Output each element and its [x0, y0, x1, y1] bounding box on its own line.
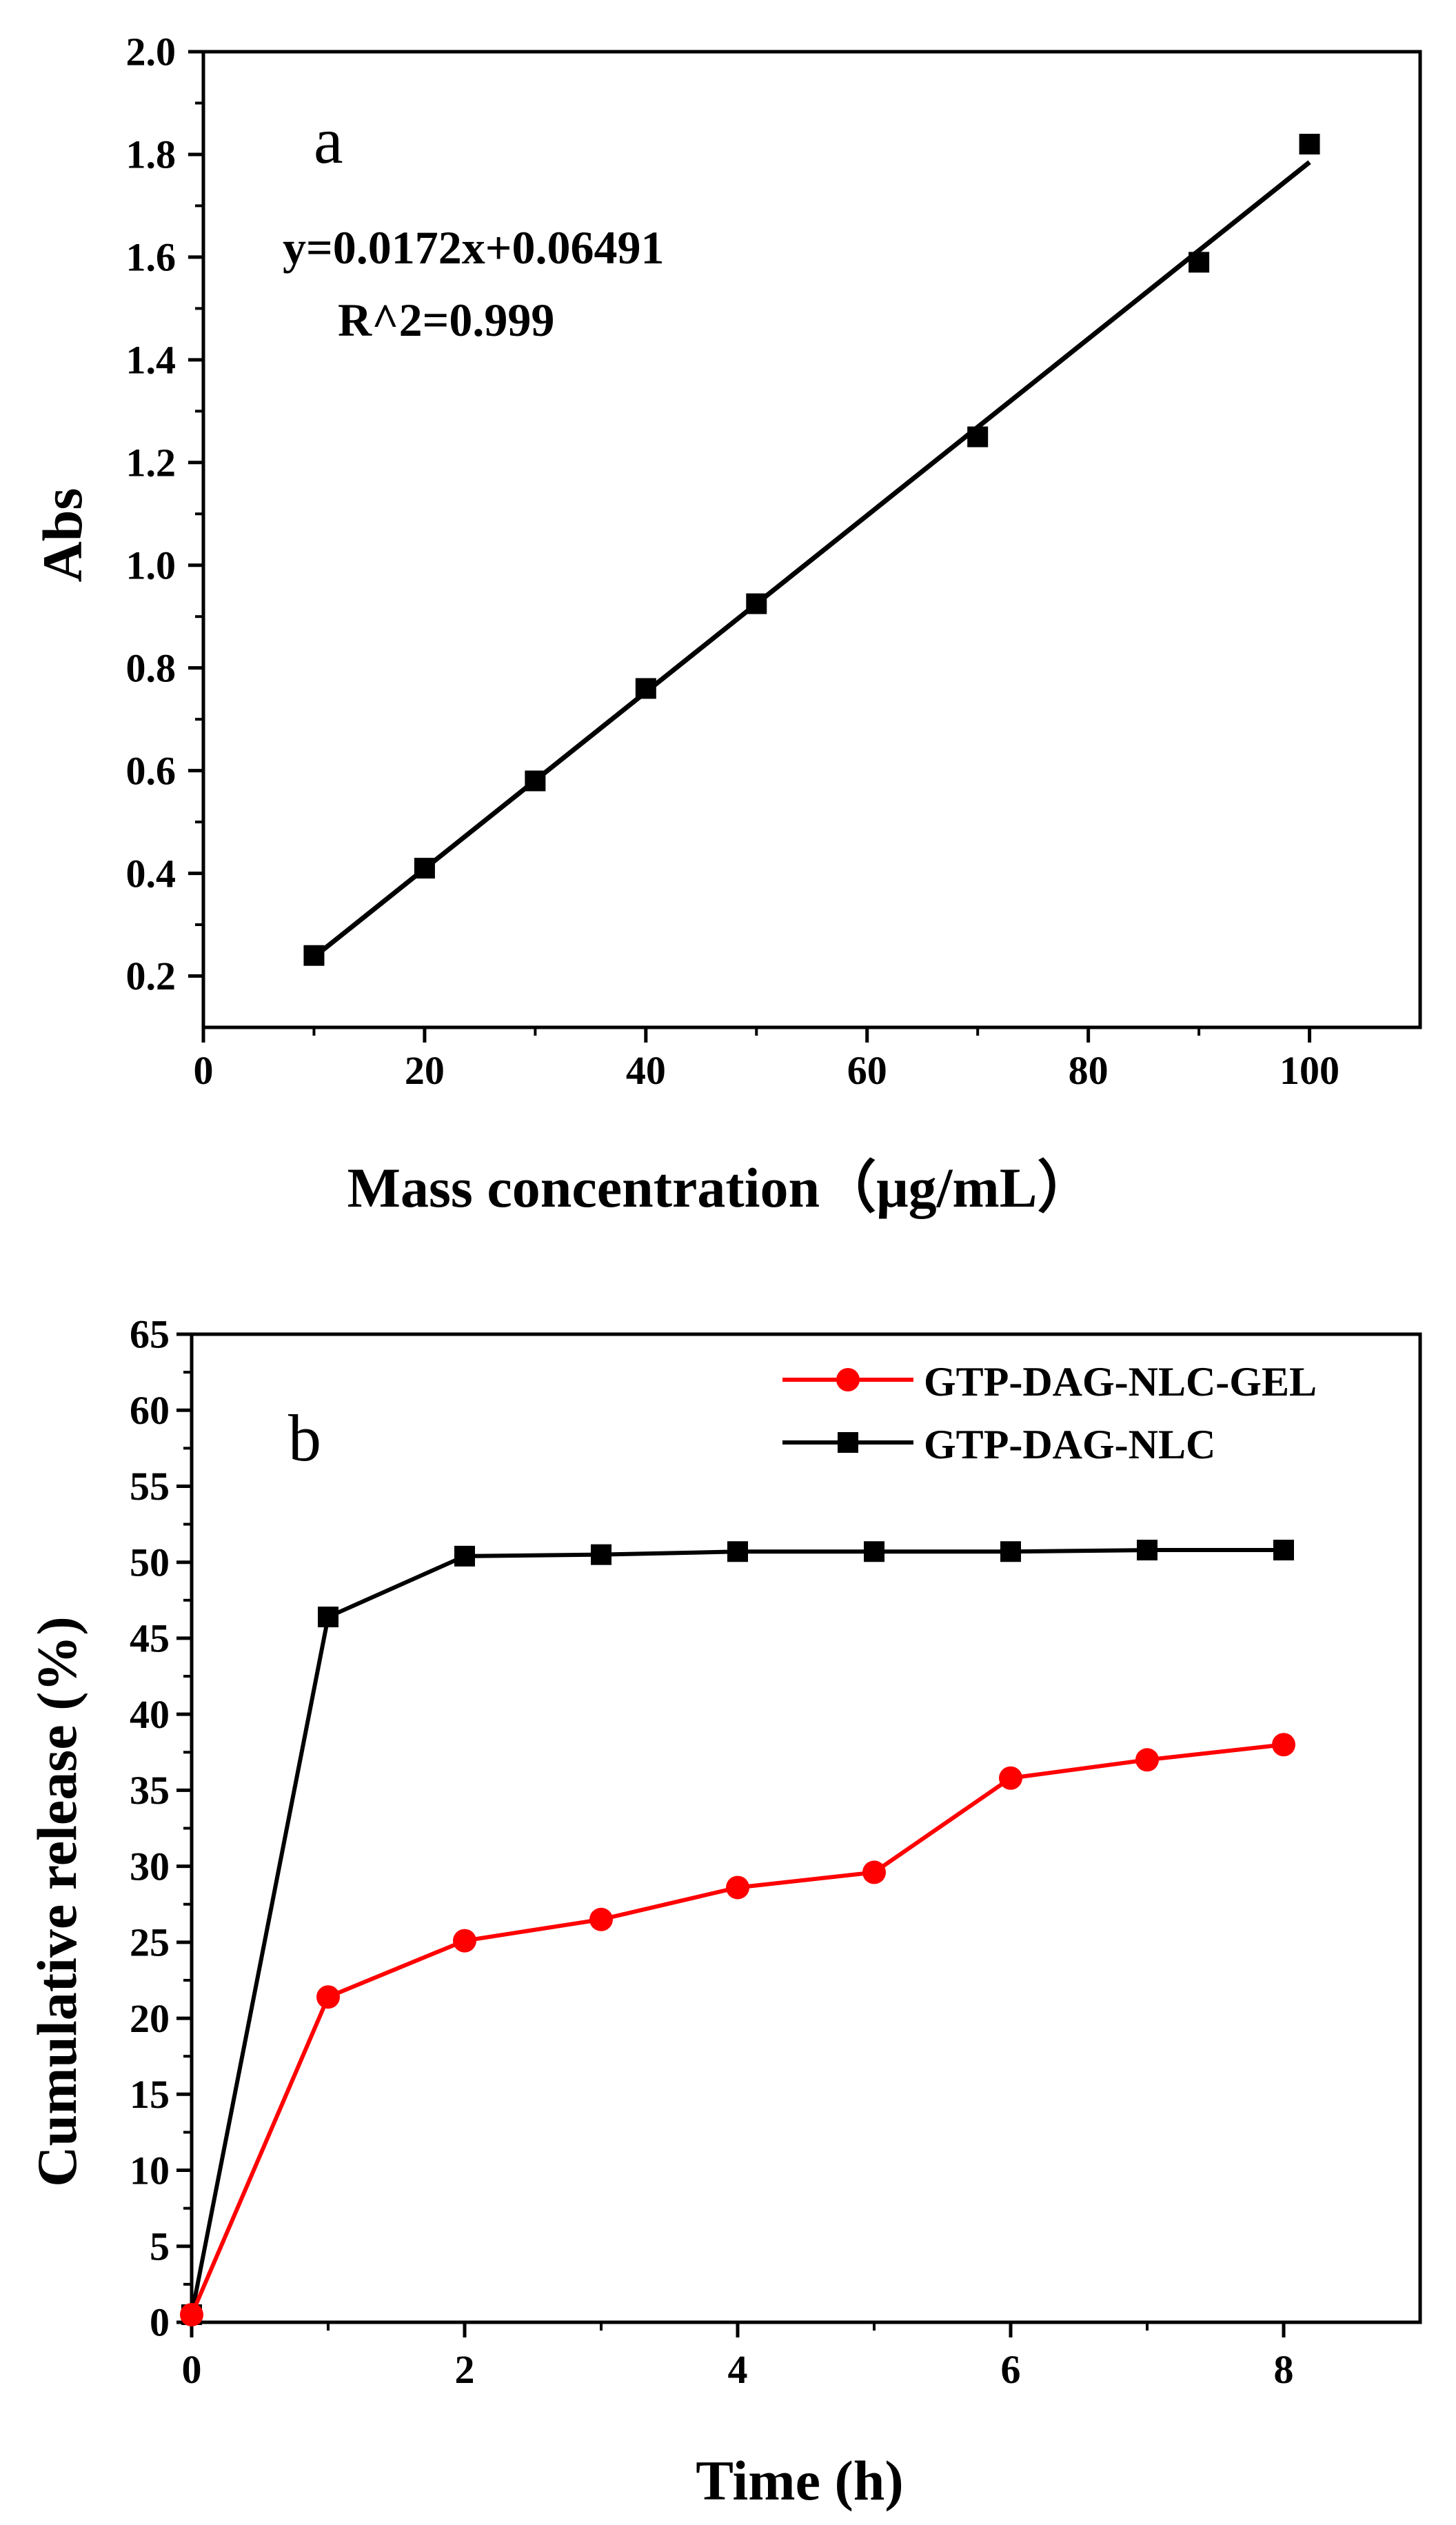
panel-a-data-point	[303, 945, 325, 966]
panel-a-x-tick-label: 60	[847, 1048, 887, 1093]
legend-label-gtp-dag-nlc: GTP-DAG-NLC	[924, 1422, 1215, 1467]
panel-b-point-gtp-dag-nlc	[591, 1544, 611, 1565]
panel-b-x-tick-label: 6	[1001, 2347, 1021, 2392]
panel-a-x-tick-label: 80	[1069, 1048, 1109, 1093]
panel-b-point-gtp-dag-nlc-gel	[726, 1875, 749, 1900]
panel-a-axes	[201, 50, 1422, 1029]
panel-b-y-tick-label: 0	[150, 2300, 170, 2345]
panel-b-point-gtp-dag-nlc	[1273, 1540, 1294, 1561]
panel-a-y-tick-label: 1.8	[126, 132, 176, 177]
panel-b-y-tick-label: 10	[130, 2148, 170, 2193]
panel-b-point-gtp-dag-nlc-gel	[316, 1985, 340, 2009]
panel-b-y-tick-label: 60	[130, 1388, 170, 1433]
panel-b-y-axis-title: Cumulative release (%)	[26, 1616, 88, 2186]
panel-b-x-tick-label: 2	[455, 2347, 475, 2392]
panel-b-point-gtp-dag-nlc	[454, 1545, 475, 1567]
panel-a-ticks: 0 20 40 60 80 100 0.2 0.4 0.6 0.8 1.0 1.2 1.4 1.6 1.8 2…	[126, 30, 1340, 1093]
panel-a-y-tick-label: 1.4	[126, 338, 176, 383]
panel-a-x-tick-label: 100	[1280, 1048, 1339, 1093]
panel-a-y-tick-label: 1.6	[126, 235, 176, 280]
panel-a-x-tick-label: 0	[194, 1048, 214, 1093]
panel-b-point-gtp-dag-nlc-gel	[1135, 1748, 1159, 1772]
panel-b-point-gtp-dag-nlc-gel	[862, 1860, 886, 1884]
panel-a-data-point	[635, 678, 656, 699]
panel-a-y-tick-label: 0.8	[126, 645, 176, 690]
panel-a-r-squared: R^2=0.999	[338, 294, 554, 346]
chart-panel-b: 0 2 4 6 8 0 5 10 15 20 25 30 35 40 45 50 55 60 65 b GTP-DA…	[26, 1312, 1422, 2512]
panel-b-y-tick-label: 40	[130, 1692, 170, 1737]
panel-b-series	[180, 1540, 1295, 2326]
panel-b-point-gtp-dag-nlc	[318, 1607, 338, 1628]
panel-b-y-tick-label: 65	[130, 1312, 170, 1357]
panel-b-point-gtp-dag-nlc-gel	[180, 2302, 203, 2326]
panel-a-y-tick-label: 0.2	[126, 954, 176, 998]
panel-b-y-tick-label: 25	[130, 1920, 170, 1965]
panel-a-data-point	[967, 426, 989, 447]
panel-a-x-tick-label: 40	[626, 1048, 666, 1093]
panel-a-y-axis-title: Abs	[31, 488, 94, 583]
panel-b-y-tick-label: 5	[150, 2224, 170, 2269]
panel-a-data-point	[1189, 252, 1210, 273]
panel-b-y-tick-label: 15	[130, 2072, 170, 2117]
legend-marker-gtp-dag-nlc-gel	[836, 1368, 860, 1391]
panel-b-x-tick-label: 8	[1274, 2347, 1294, 2392]
panel-b-point-gtp-dag-nlc	[864, 1541, 884, 1562]
panel-b-legend: GTP-DAG-NLC-GEL GTP-DAG-NLC	[782, 1359, 1317, 1467]
panel-a-y-tick-label: 2.0	[126, 30, 176, 74]
panel-b-point-gtp-dag-nlc	[1137, 1540, 1157, 1561]
panel-b-x-axis-title: Time (h)	[696, 2449, 903, 2512]
panel-b-point-gtp-dag-nlc-gel	[1272, 1733, 1295, 1757]
panel-a-y-tick-label: 0.6	[126, 748, 176, 793]
panel-b-y-tick-label: 50	[130, 1540, 170, 1585]
panel-b-y-tick-label: 30	[130, 1844, 170, 1889]
panel-a-y-tick-label: 0.4	[126, 851, 176, 896]
legend-marker-gtp-dag-nlc	[838, 1432, 858, 1453]
panel-a-data-points	[303, 134, 1320, 966]
panel-a-x-tick-label: 20	[405, 1048, 445, 1093]
panel-a-regression-line	[312, 160, 1311, 959]
panel-a-data-point	[1299, 134, 1320, 155]
panel-b-point-gtp-dag-nlc-gel	[589, 1907, 613, 1931]
panel-a-data-point	[525, 770, 546, 792]
panel-b-x-tick-label: 0	[182, 2347, 202, 2392]
panel-a-fit-line	[312, 160, 1311, 959]
panel-b-y-tick-label: 45	[130, 1616, 170, 1661]
panel-a-plot-frame	[201, 50, 1422, 1029]
panel-a-y-tick-label: 1.2	[126, 441, 176, 485]
panel-a-data-point	[414, 858, 435, 879]
panel-b-point-gtp-dag-nlc-gel	[999, 1766, 1022, 1790]
panel-b-y-tick-label: 35	[130, 1768, 170, 1813]
panel-a-x-axis-title: Mass concentration（μg/mL）	[347, 1156, 1094, 1219]
panel-b-point-gtp-dag-nlc-gel	[453, 1929, 476, 1953]
panel-b-ticks: 0 2 4 6 8 0 5 10 15 20 25 30 35 40 45 50 55 60 65	[130, 1312, 1294, 2392]
panel-a-label: a	[314, 103, 343, 177]
panel-b-y-tick-label: 55	[130, 1464, 170, 1509]
panel-a-equation: y=0.0172x+0.06491	[283, 221, 665, 274]
chart-panel-a: 0 20 40 60 80 100 0.2 0.4 0.6 0.8 1.0 1.2 1.4 1.6 1.8 2…	[31, 30, 1422, 1219]
panel-b-point-gtp-dag-nlc	[1000, 1541, 1021, 1562]
panel-a-y-tick-label: 1.0	[126, 543, 176, 587]
panel-b-point-gtp-dag-nlc	[727, 1541, 748, 1562]
legend-label-gtp-dag-nlc-gel: GTP-DAG-NLC-GEL	[924, 1359, 1317, 1405]
panel-a-data-point	[746, 593, 767, 614]
panel-b-label: b	[288, 1401, 321, 1475]
panel-b-y-tick-label: 20	[130, 1996, 170, 2041]
panel-b-x-tick-label: 4	[728, 2347, 748, 2392]
